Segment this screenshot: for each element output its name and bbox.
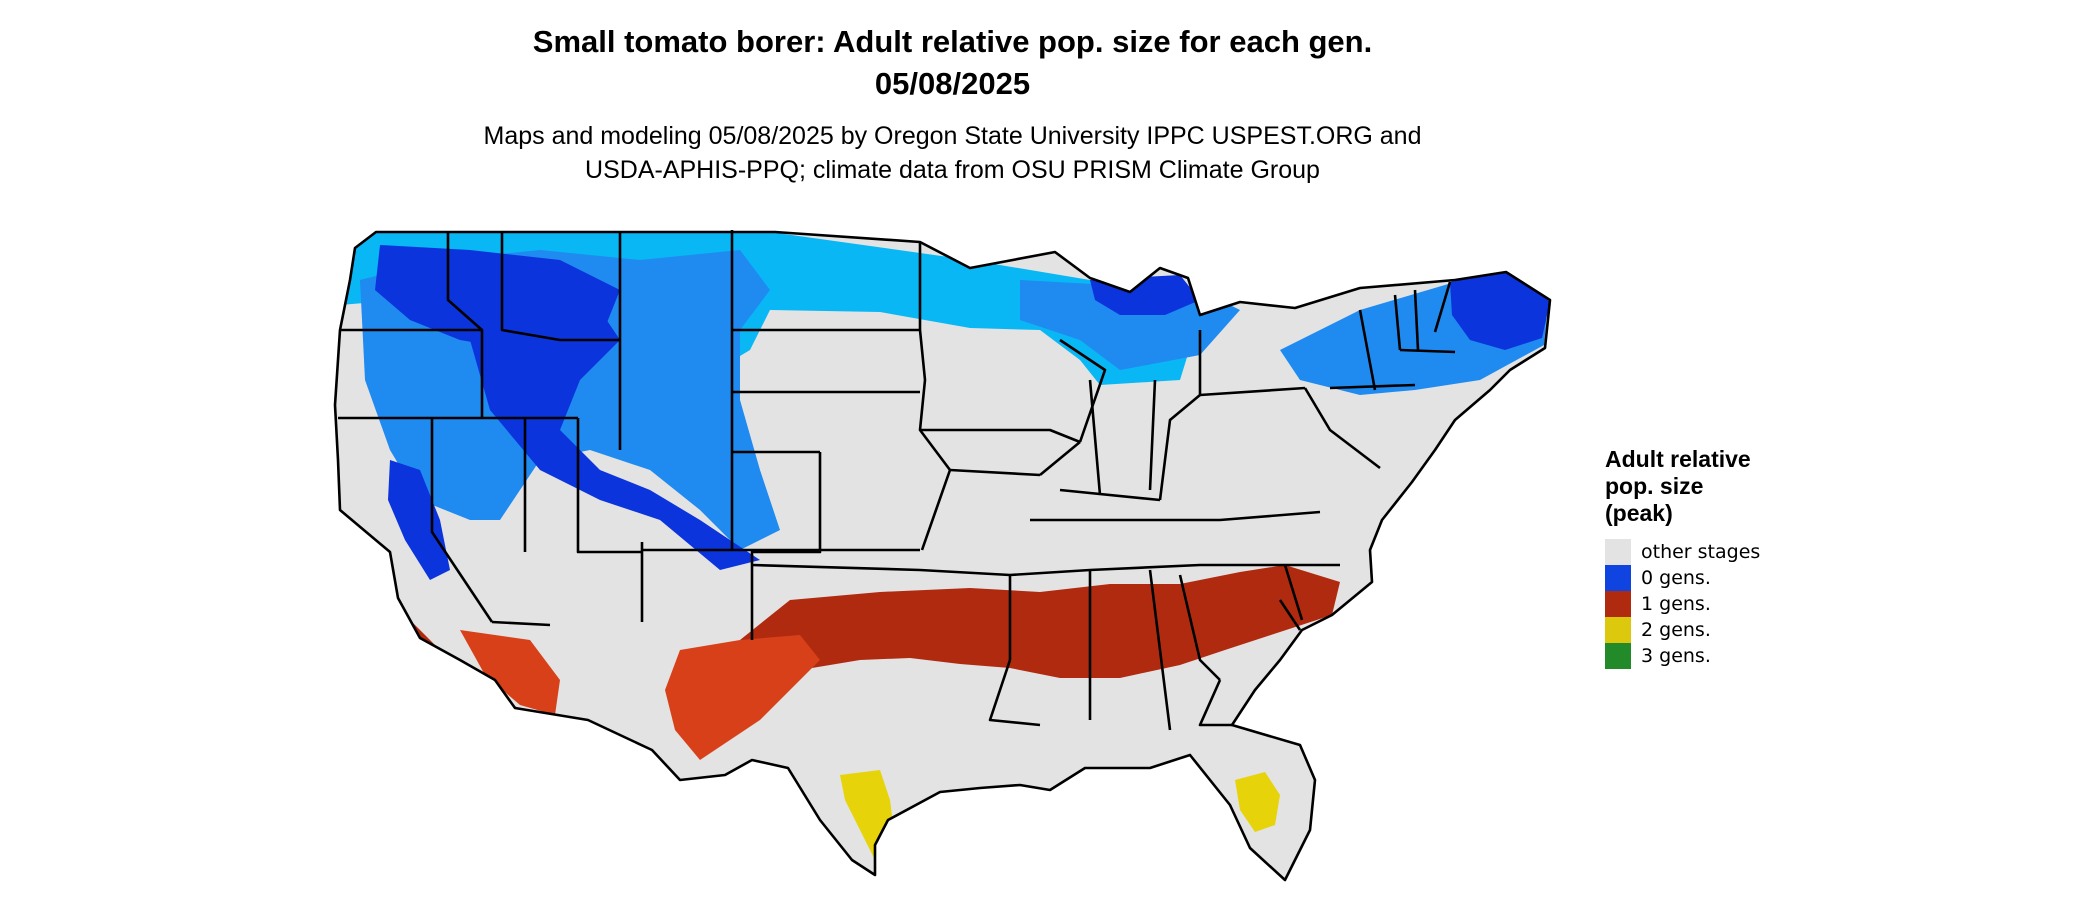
legend-title-line-1: Adult relative bbox=[1605, 446, 1751, 472]
credit-line-1: Maps and modeling 05/08/2025 by Oregon S… bbox=[483, 122, 1422, 150]
us-generations-map bbox=[333, 230, 1552, 882]
legend-label: 3 gens. bbox=[1641, 645, 1711, 667]
zero-gen-region-maine bbox=[1450, 270, 1550, 350]
legend-title-line-2: pop. size bbox=[1605, 473, 1704, 499]
legend-title-line-3: (peak) bbox=[1605, 500, 1673, 526]
legend-item-0-gens: 0 gens. bbox=[1605, 565, 1805, 591]
legend-items: other stages 0 gens. 1 gens. 2 gens. 3 g… bbox=[1605, 539, 1805, 669]
legend-swatch bbox=[1605, 643, 1631, 669]
legend-item-other-stages: other stages bbox=[1605, 539, 1805, 565]
legend-label: other stages bbox=[1641, 541, 1761, 563]
legend-item-2-gens: 2 gens. bbox=[1605, 617, 1805, 643]
legend-title: Adult relative pop. size (peak) bbox=[1605, 446, 1805, 527]
two-gen-region-florida bbox=[1235, 772, 1280, 832]
legend-label: 1 gens. bbox=[1641, 593, 1711, 615]
map-legend: Adult relative pop. size (peak) other st… bbox=[1605, 446, 1805, 669]
credit-line-2: USDA-APHIS-PPQ; climate data from OSU PR… bbox=[585, 156, 1320, 184]
legend-swatch bbox=[1605, 617, 1631, 643]
map-title: Small tomato borer: Adult relative pop. … bbox=[532, 24, 1373, 59]
state-borders bbox=[333, 230, 1552, 882]
legend-label: 0 gens. bbox=[1641, 567, 1711, 589]
one-gen-band-arizona bbox=[460, 630, 560, 715]
legend-swatch bbox=[1605, 539, 1631, 565]
legend-swatch bbox=[1605, 565, 1631, 591]
zero-gen-region-sierra bbox=[388, 460, 450, 580]
one-gen-band-texas bbox=[665, 635, 820, 760]
legend-item-3-gens: 3 gens. bbox=[1605, 643, 1805, 669]
map-date: 05/08/2025 bbox=[874, 66, 1031, 101]
legend-item-1-gens: 1 gens. bbox=[1605, 591, 1805, 617]
legend-swatch bbox=[1605, 591, 1631, 617]
legend-label: 2 gens. bbox=[1641, 619, 1711, 641]
